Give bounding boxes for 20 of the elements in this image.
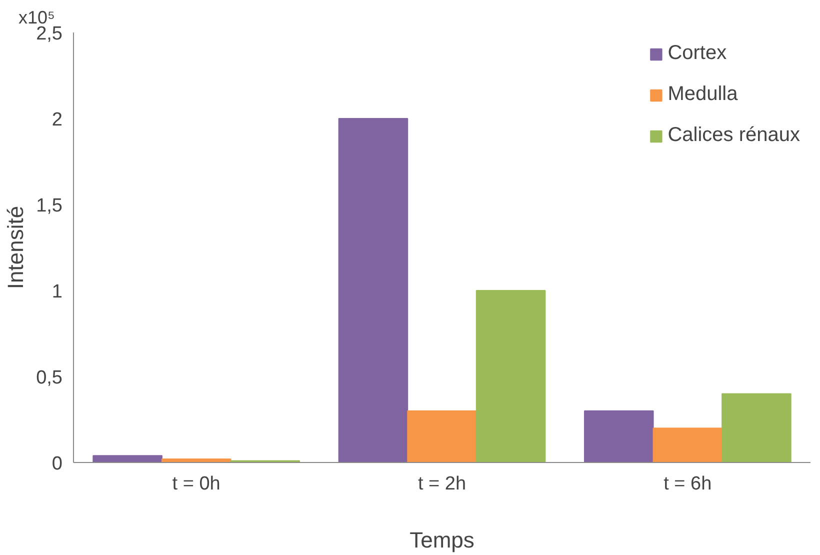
y-tick-label: 1,5 xyxy=(36,196,63,216)
bar xyxy=(584,410,654,462)
legend-label: Cortex xyxy=(668,42,727,65)
bar xyxy=(652,428,723,462)
legend-label: Calices rénaux xyxy=(668,124,800,147)
y-tick-label: 0,5 xyxy=(36,368,63,388)
y-axis-title: Intensité xyxy=(3,206,28,290)
bar xyxy=(338,118,408,462)
bar xyxy=(92,455,162,462)
y-tick-label: 0 xyxy=(52,454,63,474)
x-axis-title: Temps xyxy=(410,528,474,552)
bar xyxy=(722,393,792,462)
x-tick-label: t = 0h xyxy=(172,474,220,494)
x-tick-label: t = 2h xyxy=(418,474,466,494)
x-tick-label: t = 6h xyxy=(664,474,712,494)
y-tick-label: 2 xyxy=(52,110,63,130)
y-tick-label: 1 xyxy=(52,282,63,302)
bar xyxy=(476,290,546,462)
legend-label: Medulla xyxy=(668,83,738,106)
bar xyxy=(407,410,477,462)
